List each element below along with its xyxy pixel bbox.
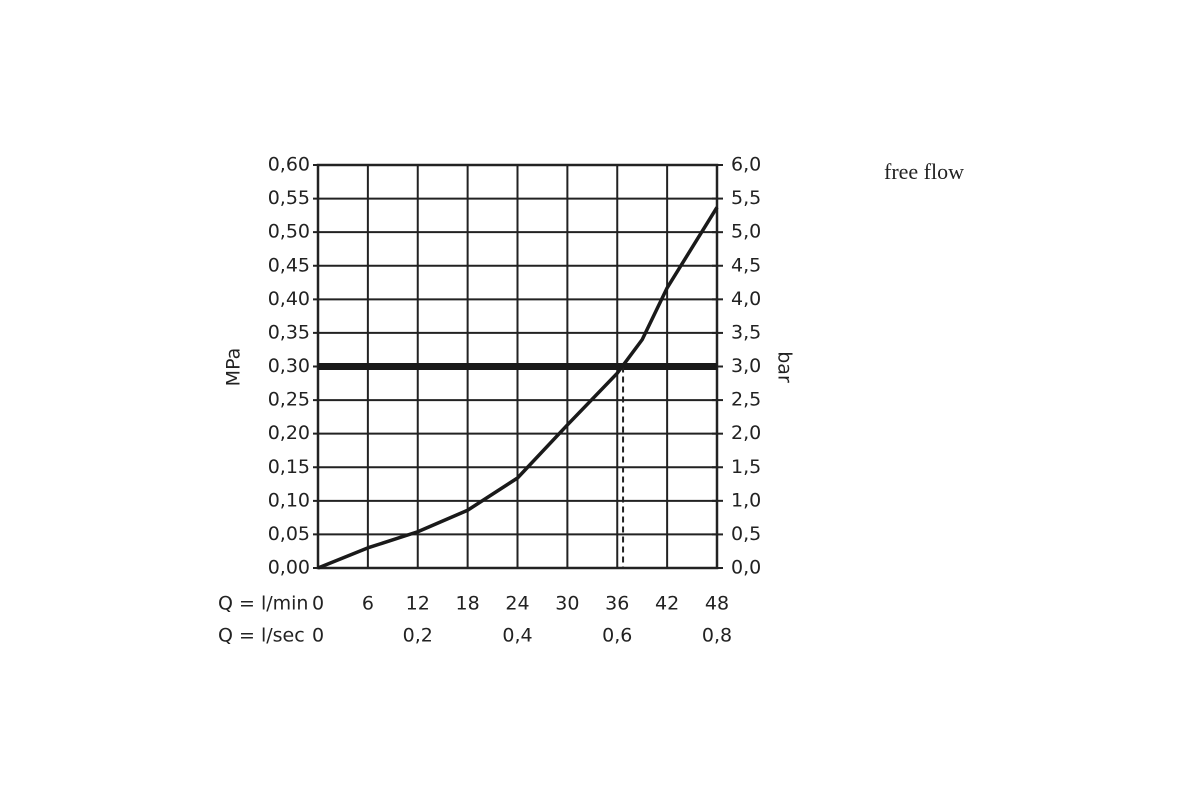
y2-tick-label: 5,0 (731, 221, 761, 243)
y2-tick-label: 3,5 (731, 321, 761, 343)
x-tick-label: 12 (406, 593, 430, 615)
x-tick-label: 24 (505, 593, 529, 615)
y-tick-label: 0,55 (268, 187, 310, 209)
x2-tick-label: 0,2 (403, 625, 433, 647)
y-tick-label: 0,00 (268, 557, 310, 579)
y2-tick-label: 0,5 (731, 523, 761, 545)
y2-tick-label: 3,0 (731, 355, 761, 377)
y-tick-label: 0,40 (268, 288, 310, 310)
y2-tick-label: 4,5 (731, 254, 761, 276)
annotation: free flow (884, 159, 964, 184)
y2-tick-label: 2,0 (731, 422, 761, 444)
y-tick-label: 0,25 (268, 389, 310, 411)
y-tick-label: 0,10 (268, 489, 310, 511)
x2-tick-label: 0 (312, 625, 324, 647)
x-tick-label: 36 (605, 593, 629, 615)
y-tick-label: 0,45 (268, 254, 310, 276)
y2-tick-label: 6,0 (731, 154, 761, 176)
y2-tick-label: 1,0 (731, 489, 761, 511)
y-axis-label: MPa (223, 348, 245, 387)
y-tick-label: 0,15 (268, 456, 310, 478)
x2-axis-label: Q = l/sec (218, 625, 305, 647)
x2-tick-label: 0,4 (502, 625, 532, 647)
x-tick-label: 42 (655, 593, 679, 615)
y-tick-label: 0,35 (268, 321, 310, 343)
x2-tick-label: 0,8 (702, 625, 732, 647)
curve (317, 206, 719, 570)
y2-tick-label: 4,0 (731, 288, 761, 310)
y-tick-label: 0,60 (268, 154, 310, 176)
x-tick-label: 6 (362, 593, 374, 615)
y2-axis-label: bar (774, 351, 796, 383)
x-tick-label: 30 (555, 593, 579, 615)
y2-tick-label: 0,0 (731, 557, 761, 579)
y2-tick-label: 1,5 (731, 456, 761, 478)
x-tick-label: 0 (312, 593, 324, 615)
x-axis-label: Q = l/min (218, 593, 308, 615)
x-tick-label: 48 (705, 593, 729, 615)
y-tick-label: 0,20 (268, 422, 310, 444)
x2-tick-label: 0,6 (602, 625, 632, 647)
y-tick-label: 0,05 (268, 523, 310, 545)
y2-tick-label: 2,5 (731, 389, 761, 411)
y-tick-label: 0,30 (268, 355, 310, 377)
x-tick-label: 18 (456, 593, 480, 615)
y2-tick-label: 5,5 (731, 187, 761, 209)
y-tick-label: 0,50 (268, 221, 310, 243)
